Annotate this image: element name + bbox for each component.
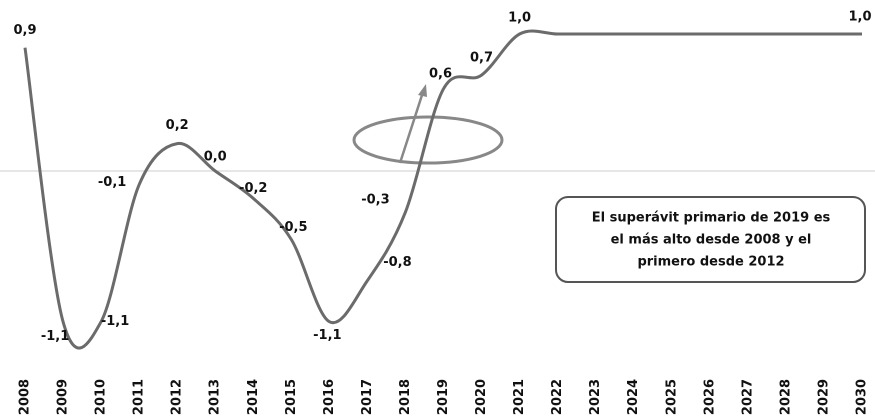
x-tick-label: 2023 bbox=[588, 379, 603, 415]
data-label: 0,0 bbox=[204, 150, 227, 165]
x-tick-label: 2028 bbox=[778, 379, 793, 415]
x-tick-label: 2012 bbox=[170, 379, 185, 415]
data-label: 0,9 bbox=[13, 23, 36, 38]
annotation-line: el más alto desde 2008 y el bbox=[611, 233, 812, 248]
annotation-line: El superávit primario de 2019 es bbox=[592, 211, 831, 226]
x-tick-label: 2011 bbox=[132, 379, 147, 415]
data-label: -0,5 bbox=[279, 220, 307, 235]
data-label: -0,1 bbox=[98, 175, 126, 190]
data-label: -0,8 bbox=[383, 255, 411, 270]
x-tick-label: 2026 bbox=[702, 379, 717, 415]
x-tick-label: 2008 bbox=[18, 379, 33, 415]
data-label: 0,7 bbox=[470, 51, 493, 66]
x-tick-label: 2021 bbox=[512, 379, 527, 415]
x-tick-label: 2019 bbox=[436, 379, 451, 415]
x-tick-label: 2024 bbox=[626, 379, 641, 415]
x-tick-label: 2013 bbox=[208, 379, 223, 415]
annotation-box bbox=[555, 196, 866, 283]
x-tick-label: 2020 bbox=[474, 379, 489, 415]
x-tick-label: 2009 bbox=[56, 379, 71, 415]
data-label: 0,6 bbox=[429, 66, 452, 81]
x-tick-label: 2022 bbox=[550, 379, 565, 415]
x-tick-label: 2029 bbox=[816, 379, 831, 415]
x-tick-label: 2017 bbox=[360, 379, 375, 415]
x-tick-label: 2014 bbox=[246, 379, 261, 415]
x-tick-label: 2018 bbox=[398, 379, 413, 415]
annotation-line: primero desde 2012 bbox=[637, 255, 784, 270]
x-tick-label: 2027 bbox=[740, 379, 755, 415]
arrow-head bbox=[418, 84, 427, 97]
arrow bbox=[398, 91, 425, 164]
x-tick-label: 2030 bbox=[855, 379, 870, 415]
x-tick-label: 2010 bbox=[94, 379, 109, 415]
data-label: -1,1 bbox=[313, 328, 341, 343]
data-label: -0,2 bbox=[239, 181, 267, 196]
data-label: 1,0 bbox=[848, 10, 871, 25]
data-label: -0,3 bbox=[361, 193, 389, 208]
data-label: 0,2 bbox=[166, 118, 189, 133]
highlight-ellipse bbox=[352, 115, 504, 165]
x-tick-label: 2015 bbox=[284, 379, 299, 415]
x-tick-label: 2016 bbox=[322, 379, 337, 415]
x-tick-label: 2025 bbox=[664, 379, 679, 415]
data-label: -1,1 bbox=[41, 329, 69, 344]
data-label: 1,0 bbox=[508, 11, 531, 26]
data-label: -1,1 bbox=[101, 314, 129, 329]
line bbox=[23, 29, 862, 350]
